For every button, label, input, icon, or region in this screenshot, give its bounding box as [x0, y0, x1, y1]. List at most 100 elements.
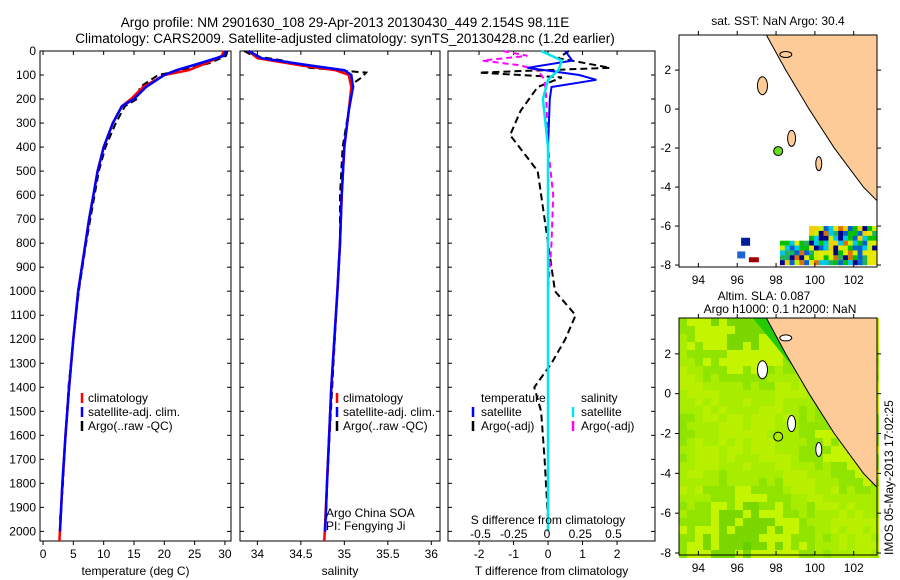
lat-tick-label: -6: [660, 506, 671, 520]
sla-cell: [703, 350, 711, 358]
sla-cell: [775, 422, 783, 430]
sla-cell: [767, 446, 775, 454]
sla-cell: [799, 470, 807, 478]
sst-cell: [847, 240, 853, 246]
sst-cell: [838, 230, 844, 236]
sla-cell: [775, 510, 783, 518]
sla-cell: [823, 550, 831, 558]
map-sst-map: 94 96 98 100 102 2 0 -2 -4 -6 -8 sat. SST: NaN Argo…: [660, 14, 881, 287]
series-line-climatology: [58, 50, 225, 542]
sst-cell: [804, 255, 810, 261]
sla-cell: [711, 350, 719, 358]
sla-cell: [791, 550, 799, 558]
sla-cell: [711, 470, 719, 478]
sla-cell: [711, 486, 719, 494]
sla-cell: [727, 454, 735, 462]
x-tick-label: 20: [158, 547, 172, 561]
legend-heading-salinity: salinity: [581, 391, 618, 405]
sst-cell: [847, 235, 853, 241]
sla-cell: [695, 486, 703, 494]
sla-cell: [847, 518, 855, 526]
sla-cell: [751, 334, 759, 342]
sla-cell: [727, 518, 735, 526]
sla-cell: [847, 478, 855, 486]
sla-cell: [807, 494, 815, 502]
sla-cell: [783, 486, 791, 494]
sla-cell: [727, 534, 735, 542]
sla-cell: [727, 438, 735, 446]
sla-cell: [759, 494, 767, 502]
sla-cell: [679, 534, 687, 542]
sla-cell: [775, 374, 783, 382]
sla-cell: [767, 510, 775, 518]
sla-cell: [815, 502, 823, 510]
x-tick-label: 2: [614, 547, 621, 561]
plot-frame: [39, 50, 232, 542]
sla-cell: [711, 518, 719, 526]
sla-cell: [687, 454, 695, 462]
sla-cell: [767, 462, 775, 470]
legend-label: satellite-adj. clim.: [343, 405, 435, 419]
sla-cell: [743, 406, 751, 414]
sla-cell: [687, 462, 695, 470]
sla-cell: [767, 470, 775, 478]
sla-cell: [687, 334, 695, 342]
map-sla-map: 94 96 98 100 102 2 0 -2 -4 -6 -8 Altim. SLA: 0.087A…: [660, 289, 881, 575]
sla-cell: [679, 342, 687, 350]
sla-cell: [791, 438, 799, 446]
map-title-line2: Argo h1000: 0.1 h2000: NaN: [704, 302, 857, 316]
sla-cell: [823, 518, 831, 526]
x-axis-label: salinity: [322, 564, 359, 578]
sla-cell: [743, 518, 751, 526]
sla-cell: [767, 406, 775, 414]
sla-cell: [863, 534, 871, 542]
sla-cell: [799, 382, 807, 390]
sla-cell: [751, 350, 759, 358]
sla-cell: [727, 358, 735, 366]
sla-cell: [695, 350, 703, 358]
sla-cell: [711, 318, 719, 326]
sla-cell: [703, 390, 711, 398]
plot-frame: [447, 50, 656, 542]
sla-cell: [687, 510, 695, 518]
sla-cell: [719, 518, 727, 526]
sla-cell: [679, 550, 687, 558]
sla-cell: [703, 454, 711, 462]
sla-cell: [815, 430, 823, 438]
sst-cell: [779, 245, 785, 251]
sla-cell: [695, 414, 703, 422]
sla-cell: [679, 414, 687, 422]
sla-cell: [703, 478, 711, 486]
sst-cell: [809, 230, 815, 236]
sla-cell: [751, 478, 759, 486]
sla-cell: [823, 502, 831, 510]
sla-cell: [687, 438, 695, 446]
sla-cell: [719, 534, 727, 542]
sst-cell: [823, 226, 829, 232]
sst-cell: [794, 260, 800, 266]
x-tick-label: 36: [425, 547, 439, 561]
sla-cell: [783, 534, 791, 542]
sla-cell: [679, 318, 687, 326]
legend-label: Argo(..raw -QC): [88, 419, 173, 433]
sla-cell: [687, 318, 695, 326]
sla-cell: [807, 526, 815, 534]
sla-cell: [719, 390, 727, 398]
sla-cell: [679, 430, 687, 438]
sla-cell: [871, 510, 879, 518]
sla-cell: [847, 534, 855, 542]
sla-cell: [783, 422, 791, 430]
lat-tick-label: -2: [660, 141, 671, 155]
island: [815, 441, 823, 457]
series-line-t-satellite: [527, 50, 597, 532]
sla-cell: [751, 430, 759, 438]
depth-tick-label: 300: [16, 116, 36, 130]
sla-cell: [767, 422, 775, 430]
sla-cell: [759, 350, 767, 358]
sla-cell: [703, 318, 711, 326]
sla-cell: [703, 438, 711, 446]
sla-cell: [831, 542, 839, 550]
sla-cell: [775, 470, 783, 478]
sla-cell: [727, 486, 735, 494]
sla-cell: [727, 390, 735, 398]
